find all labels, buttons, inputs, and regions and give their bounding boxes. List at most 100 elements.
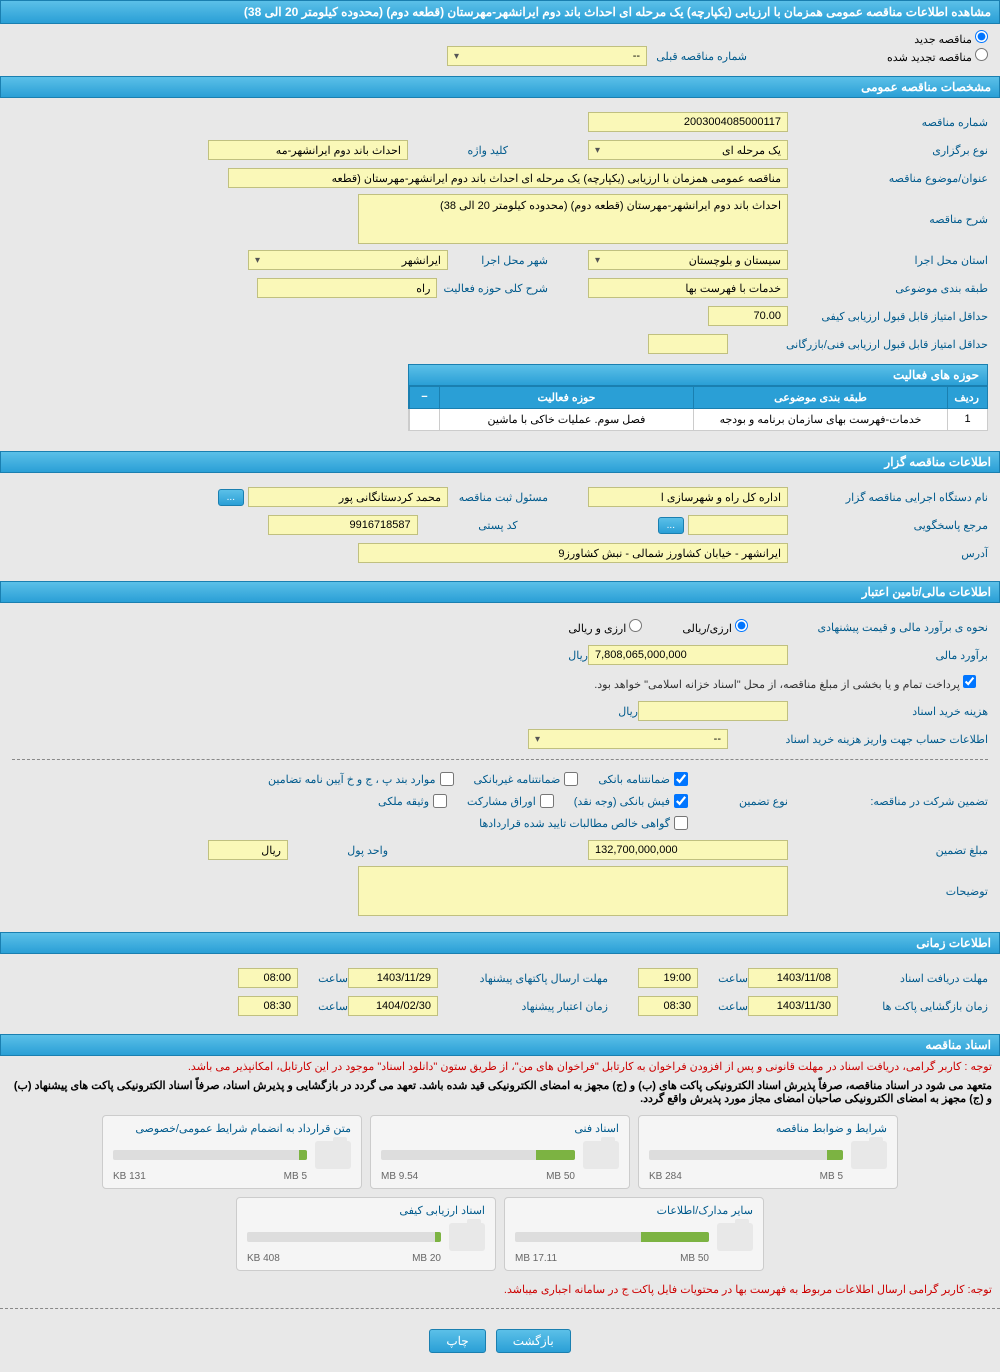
chevron-down-icon: ▾ [255, 255, 260, 266]
activity-table-header: ردیف طبقه بندی موضوعی حوزه فعالیت − [408, 386, 988, 409]
section-timing: اطلاعات زمانی [0, 932, 1000, 954]
min-score-field: 70.00 [708, 306, 788, 326]
back-button[interactable]: بازگشت [496, 1329, 571, 1353]
org-label: نام دستگاه اجرایی مناقصه گزار [788, 491, 988, 504]
subject-field: مناقصه عمومی همزمان با ارزیابی (یکپارچه)… [228, 168, 788, 188]
timing-form: مهلت دریافت اسناد 1403/11/08 ساعت 19:00 … [0, 954, 1000, 1030]
tender-no-field: 2003004085000117 [588, 112, 788, 132]
activity-desc-field: راه [257, 278, 437, 298]
keyword-label: کلید واژه [408, 144, 508, 157]
min-score-label: حداقل امتیاز قابل قبول ارزیابی کیفی [788, 310, 988, 323]
folder-icon [851, 1141, 887, 1169]
treasury-note: پرداخت تمام و یا بخشی از مبلغ مناقصه، از… [12, 671, 988, 695]
cb-bank-guarantee[interactable]: ضمانتنامه بانکی [598, 772, 688, 786]
cb-receivables[interactable]: گواهی خالص مطالبات تایید شده قراردادها [479, 816, 688, 830]
action-buttons: بازگشت چاپ [0, 1317, 1000, 1365]
tender-mode-row: مناقصه جدید مناقصه تجدید شده شماره مناقص… [0, 24, 1000, 72]
reg-resp-label: مسئول ثبت مناقصه [448, 491, 548, 504]
desc-label: شرح مناقصه [788, 213, 988, 226]
documents-grid: شرایط و ضوابط مناقصه 5 MB284 KB اسناد فن… [0, 1107, 1000, 1279]
progress-bar [113, 1150, 307, 1160]
section-tenderer: اطلاعات مناقصه گزار [0, 451, 1000, 473]
cb-nonbank-guarantee[interactable]: ضمانتنامه غیربانکی [474, 772, 579, 786]
folder-icon [315, 1141, 351, 1169]
doc-cost-field [638, 701, 788, 721]
province-label: استان محل اجرا [788, 254, 988, 267]
doc-note-3: توجه: کاربر گرامی ارسال اطلاعات مربوط به… [0, 1279, 1000, 1300]
separator [0, 1308, 1000, 1309]
doc-item[interactable]: اسناد فنی 50 MB9.54 MB [370, 1115, 630, 1189]
open-label: زمان بازگشایی پاکت ها [838, 1000, 988, 1013]
open-time: 08:30 [638, 996, 698, 1016]
lookup-button[interactable]: ... [658, 517, 684, 534]
validity-label: زمان اعتبار پیشنهاد [438, 1000, 608, 1013]
category-label: طبقه بندی موضوعی [788, 282, 988, 295]
min-tech-score-field [648, 334, 728, 354]
estimate-label: برآورد مالی [788, 649, 988, 662]
city-select[interactable]: ایرانشهر▾ [248, 250, 448, 270]
radio-rial[interactable]: ارزی/ریالی [682, 619, 748, 635]
chevron-down-icon: ▾ [535, 734, 540, 745]
receive-date: 1403/11/08 [748, 968, 838, 988]
submit-label: مهلت ارسال پاکتهای پیشنهاد [438, 972, 608, 985]
submit-time: 08:00 [238, 968, 298, 988]
prev-tender-select[interactable]: -- ▾ [447, 46, 647, 66]
category-field: خدمات با فهرست بها [588, 278, 788, 298]
radio-renewed-tender[interactable]: مناقصه تجدید شده [887, 48, 988, 64]
doc-item[interactable]: شرایط و ضوابط مناقصه 5 MB284 KB [638, 1115, 898, 1189]
chevron-down-icon: ▾ [595, 255, 600, 266]
address-field: ایرانشهر - خیابان کشاورز شمالی - نبش کشا… [358, 543, 788, 563]
folder-icon [583, 1141, 619, 1169]
submit-date: 1403/11/29 [348, 968, 438, 988]
col-category: طبقه بندی موضوعی [693, 387, 947, 408]
doc-note-1: توجه : کاربر گرامی، دریافت اسناد در مهلت… [0, 1056, 1000, 1077]
contact-label: مرجع پاسخگویی [788, 519, 988, 532]
page-title: مشاهده اطلاعات مناقصه عمومی همزمان با ار… [244, 5, 991, 19]
treasury-checkbox[interactable] [963, 675, 976, 688]
prev-tender-label: شماره مناقصه قبلی [647, 50, 747, 63]
type-label: نوع برگزاری [788, 144, 988, 157]
validity-date: 1404/02/30 [348, 996, 438, 1016]
folder-icon [449, 1223, 485, 1251]
radio-currency[interactable]: ارزی و ریالی [568, 619, 642, 635]
cb-property[interactable]: وثیقه ملکی [378, 794, 447, 808]
rial-unit: ریال [488, 649, 588, 662]
cb-bank-receipt[interactable]: فیش بانکی (وجه نقد) [574, 794, 688, 808]
subject-label: عنوان/موضوع مناقصه [788, 172, 988, 185]
table-row: 1 خدمات-فهرست بهای سازمان برنامه و بودجه… [408, 409, 988, 431]
cb-regulation-items[interactable]: موارد بند پ ، ج و خ آیین نامه تضامین [268, 772, 453, 786]
guarantee-label: تضمین شرکت در مناقصه: [788, 795, 988, 808]
cb-bonds[interactable]: اوراق مشارکت [467, 794, 554, 808]
chevron-down-icon: ▾ [454, 51, 459, 62]
col-delete: − [409, 387, 439, 408]
progress-bar [515, 1232, 709, 1242]
open-date: 1403/11/30 [748, 996, 838, 1016]
lookup-button[interactable]: ... [218, 489, 244, 506]
unit-label: واحد پول [288, 844, 388, 857]
col-row: ردیف [947, 387, 987, 408]
type-select[interactable]: یک مرحله ای▾ [588, 140, 788, 160]
separator [12, 759, 988, 760]
unit-field: ریال [208, 840, 288, 860]
org-field: اداره کل راه و شهرسازی ا [588, 487, 788, 507]
activity-table-title: حوزه های فعالیت [408, 364, 988, 386]
amount-field: 132,700,000,000 [588, 840, 788, 860]
radio-new-tender[interactable]: مناقصه جدید [914, 34, 988, 46]
validity-time: 08:30 [238, 996, 298, 1016]
postal-label: کد پستی [418, 519, 518, 532]
method-label: نحوه ی برآورد مالی و قیمت پیشنهادی [748, 621, 988, 634]
account-label: اطلاعات حساب جهت واریز هزینه خرید اسناد [728, 733, 988, 746]
financial-form: نحوه ی برآورد مالی و قیمت پیشنهادی ارزی/… [0, 603, 1000, 928]
general-form: شماره مناقصه 2003004085000117 نوع برگزار… [0, 98, 1000, 447]
contact-field [688, 515, 788, 535]
print-button[interactable]: چاپ [429, 1329, 485, 1353]
doc-item[interactable]: سایر مدارک/اطلاعات 50 MB17.11 MB [504, 1197, 764, 1271]
page-title-bar: مشاهده اطلاعات مناقصه عمومی همزمان با ار… [0, 0, 1000, 24]
account-select[interactable]: --▾ [528, 729, 728, 749]
guarantee-type-label: نوع تضمین [688, 795, 788, 808]
city-label: شهر محل اجرا [448, 254, 548, 267]
section-financial: اطلاعات مالی/تامین اعتبار [0, 581, 1000, 603]
doc-item[interactable]: اسناد ارزیابی کیفی 20 MB408 KB [236, 1197, 496, 1271]
province-select[interactable]: سیستان و بلوچستان▾ [588, 250, 788, 270]
doc-item[interactable]: متن قرارداد به انضمام شرایط عمومی/خصوصی … [102, 1115, 362, 1189]
